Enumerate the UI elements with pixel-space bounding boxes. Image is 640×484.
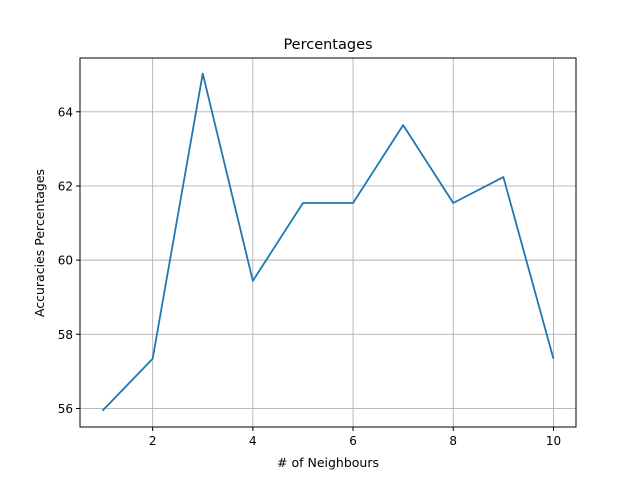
x-tick-label: 2 — [149, 434, 157, 448]
y-axis-label: Accuracies Percentages — [32, 169, 47, 317]
y-tick-label: 64 — [58, 105, 73, 119]
y-tick-label: 62 — [58, 179, 73, 193]
y-tick-label: 60 — [58, 254, 73, 268]
x-axis-label: # of Neighbours — [277, 455, 379, 470]
grid — [80, 58, 576, 427]
series-line — [101, 72, 555, 412]
x-tick-label: 4 — [249, 434, 257, 448]
x-tick-label: 6 — [349, 434, 357, 448]
y-tick-label: 58 — [58, 328, 73, 342]
x-tick-label: 8 — [449, 434, 457, 448]
plot-frame — [79, 57, 577, 428]
x-tick-label: 10 — [546, 434, 561, 448]
chart-title: Percentages — [283, 37, 372, 53]
y-tick-label: 56 — [58, 402, 73, 416]
ticks: 2 4 6 8 10 56 58 60 62 64 — [58, 105, 561, 448]
